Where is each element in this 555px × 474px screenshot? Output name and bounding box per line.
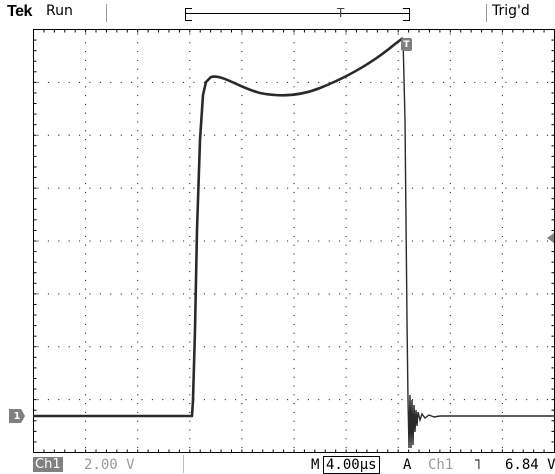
- trigger-mode-label: A: [403, 457, 412, 473]
- readout-divider: [183, 455, 184, 473]
- trigger-point-marker[interactable]: T: [401, 38, 412, 51]
- brand-logo: Tek: [7, 3, 32, 20]
- waveform-trace: [33, 36, 404, 418]
- volts-per-div: 2.00 V: [84, 457, 135, 473]
- record-position-bar[interactable]: T: [185, 6, 410, 21]
- grid-dots: [37, 33, 549, 449]
- falling-slope-icon: ˥: [473, 457, 482, 473]
- trigger-state: Trig'd: [492, 3, 530, 19]
- center-axis-ticks: [33, 29, 555, 453]
- main-timebase-label: M: [311, 457, 320, 473]
- status-divider: [486, 4, 487, 22]
- readout-bar: Ch1 2.00 V M 4.00µs A Ch1 ˥ 6.84 V: [0, 455, 555, 474]
- channel-label[interactable]: Ch1: [33, 457, 63, 472]
- trigger-position-icon: T: [337, 6, 345, 20]
- status-bar: Tek Run T Trig'd: [0, 0, 555, 28]
- status-divider: [106, 4, 107, 22]
- trigger-source: Ch1: [428, 457, 454, 473]
- acquisition-state: Run: [46, 3, 73, 19]
- channel-1-ground-marker[interactable]: 1: [9, 409, 25, 423]
- timebase-value[interactable]: 4.00µs: [323, 456, 380, 474]
- waveform-fall: [402, 37, 555, 449]
- trigger-level: 6.84 V: [505, 457, 555, 473]
- trigger-level-arrow-icon[interactable]: [547, 233, 554, 243]
